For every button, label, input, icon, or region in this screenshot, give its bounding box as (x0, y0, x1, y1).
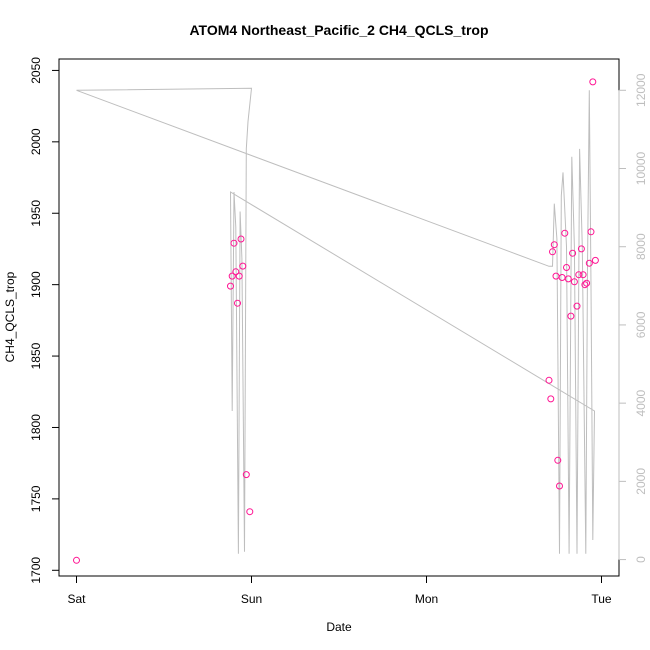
x-axis-label: Date (326, 620, 352, 634)
data-point (563, 264, 570, 271)
x-tick-label: Tue (591, 592, 612, 606)
chart-title: ATOM4 Northeast_Pacific_2 CH4_QCLS_trop (189, 22, 488, 38)
y-axis-label: CH4_QCLS_trop (3, 271, 17, 362)
right-tick-label: 8000 (634, 233, 648, 260)
data-point (239, 262, 247, 270)
left-y-axis: 1700 1750 1800 1850 1900 1950 2000 2050 (29, 57, 60, 584)
data-point (573, 302, 581, 310)
right-tick-label: 4000 (634, 389, 648, 416)
right-tick-label: 10000 (634, 151, 648, 185)
data-point (545, 376, 553, 384)
data-point (570, 278, 578, 286)
data-point (587, 228, 595, 236)
x-axis: Sat Sun Mon Tue (67, 575, 612, 606)
left-tick-label: 1750 (29, 485, 43, 512)
data-point (577, 245, 585, 253)
data-point (547, 395, 555, 403)
data-point (567, 312, 575, 320)
x-tick-label: Mon (415, 592, 438, 606)
data-point (585, 259, 593, 267)
right-tick-label: 6000 (634, 311, 648, 338)
data-point (581, 281, 589, 289)
data-point (554, 456, 562, 464)
data-point (234, 299, 241, 307)
data-point (556, 482, 563, 490)
x-tick-label: Sat (67, 592, 86, 606)
data-point (569, 249, 577, 257)
left-tick-label: 1900 (29, 271, 43, 298)
data-point (564, 275, 572, 283)
data-point (232, 268, 240, 276)
data-point (228, 272, 236, 280)
data-point (561, 229, 569, 237)
data-point (235, 272, 243, 280)
left-tick-label: 2000 (29, 128, 43, 155)
series-line (76, 87, 596, 554)
data-point (237, 235, 245, 243)
right-y-axis: 0 2000 4000 6000 8000 10000 12000 (618, 73, 648, 563)
data-point (549, 248, 556, 256)
data-point (246, 508, 254, 516)
left-tick-label: 1800 (29, 414, 43, 441)
data-point (550, 241, 558, 249)
x-tick-label: Sun (241, 592, 262, 606)
right-axis-line-series (76, 87, 596, 554)
data-point (230, 239, 238, 247)
right-tick-label: 12000 (634, 73, 648, 107)
data-point (73, 556, 80, 564)
scatter-series (73, 78, 599, 564)
data-point (227, 282, 234, 290)
left-tick-label: 1950 (29, 200, 43, 227)
right-tick-label: 2000 (634, 468, 648, 495)
data-point (242, 471, 250, 479)
left-tick-label: 1850 (29, 342, 43, 369)
data-point (579, 271, 587, 279)
left-tick-label: 2050 (29, 57, 43, 84)
right-tick-label: 0 (634, 556, 648, 563)
left-tick-label: 1700 (29, 557, 43, 584)
data-point (575, 271, 583, 279)
data-point (591, 256, 599, 264)
data-point (583, 279, 591, 287)
data-point (589, 78, 597, 86)
